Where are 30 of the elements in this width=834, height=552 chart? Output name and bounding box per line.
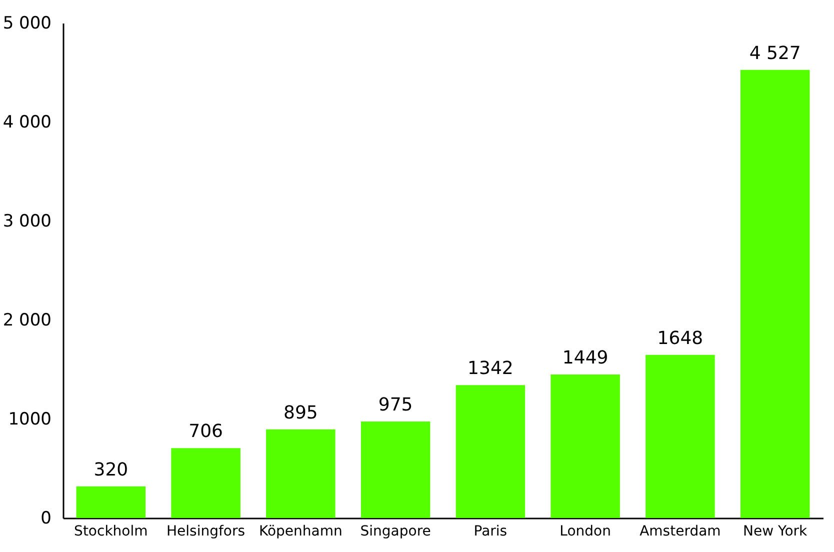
bar — [550, 374, 620, 518]
bar — [76, 486, 146, 518]
bar — [171, 448, 240, 518]
data-label: 320 — [94, 459, 128, 480]
x-tick-label: Amsterdam — [640, 524, 721, 540]
bar — [456, 385, 526, 518]
data-label: 4 527 — [749, 42, 801, 64]
y-tick-label: 4 000 — [2, 112, 52, 132]
bar — [360, 421, 430, 518]
y-tick-label: 0 — [40, 508, 52, 528]
x-tick-label: Helsingfors — [166, 524, 246, 540]
x-tick-label: Paris — [474, 524, 508, 540]
bar — [740, 70, 810, 518]
bar — [266, 429, 336, 518]
x-tick-label: New York — [743, 524, 808, 540]
data-label: 895 — [284, 402, 318, 424]
data-label: 1648 — [657, 328, 704, 349]
x-tick-label: Stockholm — [74, 524, 148, 540]
data-label: 1449 — [562, 348, 608, 369]
x-tick-label: Köpenhamn — [258, 524, 342, 540]
bar — [646, 354, 715, 518]
y-tick-label: 3 000 — [2, 212, 52, 232]
y-tick-label: 5 000 — [2, 14, 52, 34]
data-label: 975 — [378, 394, 413, 416]
data-label: 706 — [188, 421, 223, 442]
y-tick-label: 2 000 — [2, 310, 52, 330]
x-tick-label: Singapore — [360, 524, 431, 540]
y-tick-label: 1000 — [8, 410, 52, 430]
data-label: 1342 — [468, 358, 514, 380]
x-tick-label: London — [560, 524, 611, 540]
